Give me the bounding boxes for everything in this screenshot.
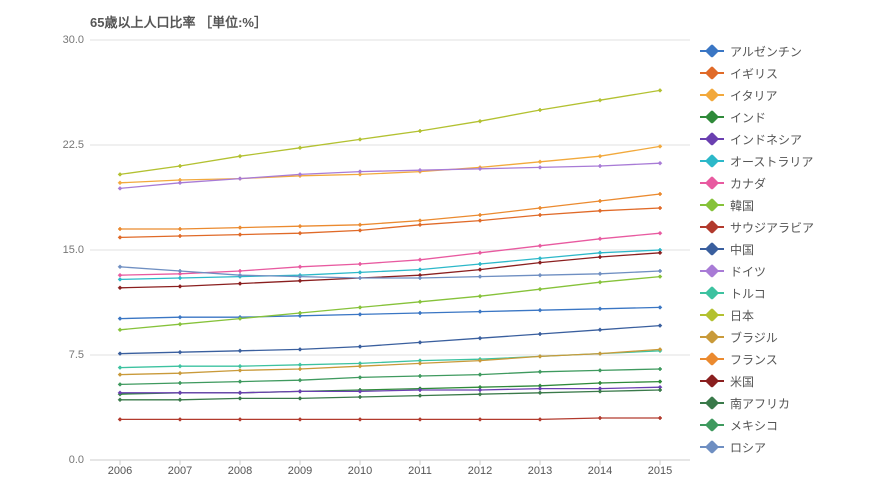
- y-tick-label: 15.0: [44, 244, 84, 256]
- legend-swatch: [700, 309, 724, 321]
- legend-item: インド: [700, 106, 860, 128]
- legend-item: カナダ: [700, 172, 860, 194]
- x-tick-label: 2014: [580, 465, 620, 477]
- x-tick-label: 2009: [280, 465, 320, 477]
- legend-item: トルコ: [700, 282, 860, 304]
- legend-item: 米国: [700, 370, 860, 392]
- x-tick-label: 2013: [520, 465, 560, 477]
- legend-swatch: [700, 441, 724, 453]
- legend-label: 米国: [730, 373, 754, 390]
- legend-label: インド: [730, 109, 766, 126]
- legend-item: 韓国: [700, 194, 860, 216]
- legend-swatch: [700, 331, 724, 343]
- legend-label: フランス: [730, 351, 778, 368]
- legend-label: 韓国: [730, 197, 754, 214]
- chart-title: 65歳以上人口比率 ［単位:%］: [90, 12, 267, 31]
- y-tick-label: 22.5: [44, 139, 84, 151]
- legend-label: アルゼンチン: [730, 43, 802, 60]
- legend-item: サウジアラビア: [700, 216, 860, 238]
- legend-swatch: [700, 155, 724, 167]
- plot-svg: [90, 40, 690, 460]
- legend-swatch: [700, 419, 724, 431]
- legend-item: イタリア: [700, 84, 860, 106]
- x-tick-label: 2006: [100, 465, 140, 477]
- legend-label: ドイツ: [730, 263, 766, 280]
- legend-swatch: [700, 199, 724, 211]
- legend-item: ドイツ: [700, 260, 860, 282]
- legend-swatch: [700, 45, 724, 57]
- legend-swatch: [700, 265, 724, 277]
- legend-item: 日本: [700, 304, 860, 326]
- legend-item: オーストラリア: [700, 150, 860, 172]
- y-tick-label: 7.5: [44, 349, 84, 361]
- y-tick-label: 30.0: [44, 34, 84, 46]
- legend-swatch: [700, 133, 724, 145]
- legend-item: イギリス: [700, 62, 860, 84]
- legend-item: ブラジル: [700, 326, 860, 348]
- legend-swatch: [700, 221, 724, 233]
- x-tick-label: 2011: [400, 465, 440, 477]
- legend-swatch: [700, 111, 724, 123]
- legend-label: インドネシア: [730, 131, 802, 148]
- legend-item: インドネシア: [700, 128, 860, 150]
- legend-item: 南アフリカ: [700, 392, 860, 414]
- legend-swatch: [700, 177, 724, 189]
- legend-swatch: [700, 353, 724, 365]
- legend-label: カナダ: [730, 175, 766, 192]
- y-tick-label: 0.0: [44, 454, 84, 466]
- legend-swatch: [700, 89, 724, 101]
- legend-label: ロシア: [730, 439, 766, 456]
- x-tick-label: 2008: [220, 465, 260, 477]
- legend-swatch: [700, 67, 724, 79]
- legend: アルゼンチンイギリスイタリアインドインドネシアオーストラリアカナダ韓国サウジアラ…: [700, 40, 860, 458]
- legend-label: サウジアラビア: [730, 219, 814, 236]
- x-tick-label: 2007: [160, 465, 200, 477]
- legend-label: イタリア: [730, 87, 778, 104]
- legend-item: 中国: [700, 238, 860, 260]
- legend-label: ブラジル: [730, 329, 778, 346]
- legend-label: イギリス: [730, 65, 778, 82]
- legend-item: アルゼンチン: [700, 40, 860, 62]
- legend-swatch: [700, 243, 724, 255]
- legend-swatch: [700, 287, 724, 299]
- legend-label: メキシコ: [730, 417, 778, 434]
- legend-swatch: [700, 375, 724, 387]
- legend-label: トルコ: [730, 285, 766, 302]
- legend-item: ロシア: [700, 436, 860, 458]
- x-tick-label: 2010: [340, 465, 380, 477]
- legend-label: 日本: [730, 307, 754, 324]
- plot-area: [90, 40, 690, 460]
- legend-label: オーストラリア: [730, 153, 813, 170]
- x-tick-label: 2015: [640, 465, 680, 477]
- legend-label: 中国: [730, 241, 754, 258]
- x-tick-label: 2012: [460, 465, 500, 477]
- legend-item: フランス: [700, 348, 860, 370]
- legend-item: メキシコ: [700, 414, 860, 436]
- legend-label: 南アフリカ: [730, 395, 790, 412]
- legend-swatch: [700, 397, 724, 409]
- chart-container: 65歳以上人口比率 ［単位:%］ 0.0 7.5 15.0 22.5 30.0 2006…: [0, 0, 870, 500]
